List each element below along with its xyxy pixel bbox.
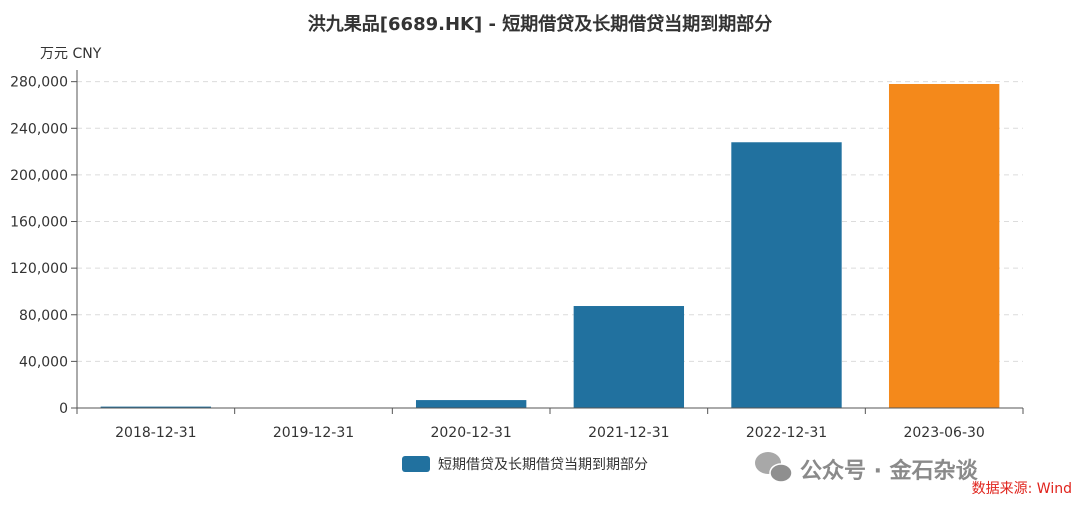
y-tick-label: 40,000: [19, 354, 68, 370]
y-tick-label: 240,000: [10, 121, 68, 137]
watermark-text: 公众号 · 金石杂谈: [800, 458, 979, 484]
y-tick-label: 120,000: [10, 261, 68, 277]
chart-title: 洪九果品[6689.HK] - 短期借贷及长期借贷当期到期部分: [308, 13, 772, 35]
data-source-note: 数据来源: Wind: [972, 481, 1072, 497]
legend-swatch: [402, 456, 430, 472]
bar: [888, 83, 1000, 408]
y-tick-label: 0: [59, 401, 68, 417]
y-axis-ticks: 0 40,000 80,000 120,000 160,000 200,000 240,00…: [10, 75, 77, 417]
x-tick-label: 2018-12-31: [115, 425, 196, 441]
bar: [573, 306, 685, 408]
watermark: 公众号 · 金石杂谈: [755, 452, 979, 484]
x-axis-ticks: 2018-12-31 2019-12-31 2020-12-31 2021-12-31…: [76, 408, 1024, 441]
bar: [415, 400, 527, 408]
y-axis-unit-label: 万元 CNY: [40, 46, 102, 62]
y-tick-label: 280,000: [10, 75, 68, 91]
x-tick-label: 2023-06-30: [903, 425, 984, 441]
wechat-icon: [755, 452, 793, 483]
y-tick-label: 160,000: [10, 215, 68, 231]
x-tick-label: 2019-12-31: [273, 425, 354, 441]
bar: [100, 406, 212, 408]
y-tick-label: 200,000: [10, 168, 68, 184]
legend: 短期借贷及长期借贷当期到期部分: [402, 456, 648, 473]
bars-group: [100, 83, 1000, 409]
x-tick-label: 2020-12-31: [430, 425, 511, 441]
x-tick-label: 2022-12-31: [746, 425, 827, 441]
x-tick-label: 2021-12-31: [588, 425, 669, 441]
bar: [731, 142, 842, 408]
legend-label: 短期借贷及长期借贷当期到期部分: [438, 457, 648, 473]
gridlines: [77, 81, 1023, 362]
axes: [76, 70, 1023, 409]
y-tick-label: 80,000: [19, 308, 68, 324]
